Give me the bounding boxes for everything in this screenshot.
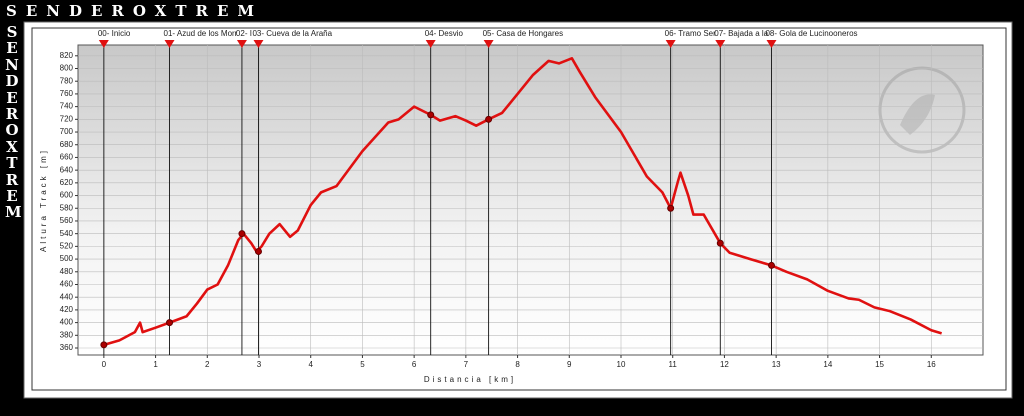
waypoint-label: 03- Cueva de la Araña (252, 29, 332, 38)
plot-area (77, 44, 984, 356)
waypoint-label: 08- Gola de Lucinooneros (765, 29, 857, 38)
waypoint-marker (253, 40, 264, 48)
y-tick-label: 700 (60, 127, 74, 136)
x-tick-label: 1 (153, 360, 158, 369)
waypoint-point (485, 115, 493, 123)
y-tick-label: 460 (60, 280, 74, 289)
x-axis-label: Distancia [km] (424, 375, 516, 384)
y-tick-label: 780 (60, 76, 74, 85)
x-tick-label: 4 (308, 360, 313, 369)
brand: SENDEROXTREM (6, 2, 263, 20)
waypoint-label: 05- Casa de Hongares (483, 29, 564, 38)
waypoint-label: 00- Inicio (98, 29, 131, 38)
waypoint-label: 07- Bajada a la (714, 29, 768, 38)
y-tick-label: 420 (60, 305, 74, 314)
waypoint-marker (715, 40, 726, 48)
y-tick-label: 520 (60, 241, 74, 250)
y-tick-label: 580 (60, 203, 74, 212)
waypoint-point (716, 239, 724, 247)
x-tick-label: 16 (927, 360, 936, 369)
x-tick-label: 6 (412, 360, 417, 369)
waypoint-marker (766, 40, 777, 48)
y-tick-label: 600 (60, 191, 74, 200)
waypoint-point (100, 341, 108, 349)
watermark (878, 66, 966, 154)
y-tick-label: 680 (60, 140, 74, 149)
waypoint-label: 02- I (236, 29, 252, 38)
y-tick-label: 560 (60, 216, 74, 225)
y-tick-label: 360 (60, 343, 74, 352)
x-tick-label: 14 (823, 360, 832, 369)
y-tick-label: 540 (60, 229, 74, 238)
waypoint-marker (483, 40, 494, 48)
y-axis-label: Altura Track [m] (39, 148, 48, 252)
y-tick-label: 640 (60, 165, 74, 174)
x-tick-label: 8 (515, 360, 520, 369)
profile-line (103, 57, 943, 347)
x-tick-label: 7 (464, 360, 469, 369)
waypoint-point (667, 204, 675, 212)
brand-vertical: SENDEROXTREM (5, 23, 22, 222)
y-tick-label: 720 (60, 114, 74, 123)
waypoint-point (238, 230, 246, 238)
x-tick-label: 5 (360, 360, 365, 369)
x-tick-label: 10 (617, 360, 626, 369)
waypoint-marker (98, 40, 109, 48)
waypoint-point (254, 247, 262, 255)
y-tick-label: 440 (60, 292, 74, 301)
y-tick-label: 740 (60, 102, 74, 111)
waypoint-marker (665, 40, 676, 48)
x-tick-label: 11 (669, 360, 678, 369)
x-tick-label: 15 (875, 360, 884, 369)
x-tick-label: 12 (720, 360, 729, 369)
y-tick-label: 400 (60, 318, 74, 327)
y-tick-label: 800 (60, 64, 74, 73)
x-tick-label: 0 (102, 360, 107, 369)
waypoint-label: 01- Azud de los Morr (164, 29, 238, 38)
y-tick-label: 480 (60, 267, 74, 276)
waypoint-marker (236, 40, 247, 48)
y-tick-label: 760 (60, 89, 74, 98)
y-tick-label: 660 (60, 153, 74, 162)
x-tick-label: 3 (257, 360, 262, 369)
y-tick-label: 380 (60, 330, 74, 339)
waypoint-label: 04- Desvio (425, 29, 464, 38)
y-tick-label: 620 (60, 178, 74, 187)
waypoint-marker (425, 40, 436, 48)
x-tick-label: 13 (772, 360, 781, 369)
waypoint-point (767, 261, 775, 269)
waypoint-label: 06- Tramo Ser (665, 29, 716, 38)
x-tick-label: 9 (567, 360, 572, 369)
waypoint-point (166, 319, 174, 327)
y-tick-label: 500 (60, 254, 74, 263)
waypoint-marker (164, 40, 175, 48)
y-tick-label: 820 (60, 51, 74, 60)
x-tick-label: 2 (205, 360, 210, 369)
waypoint-point (427, 111, 435, 119)
